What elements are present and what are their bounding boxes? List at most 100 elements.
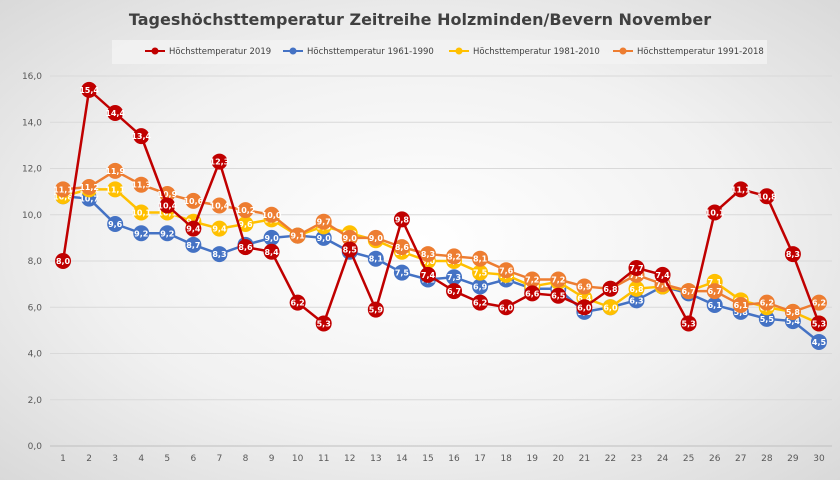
data-point xyxy=(680,315,697,332)
data-label: 6,8 xyxy=(629,285,644,294)
data-label: 8,3 xyxy=(786,250,800,259)
data-point xyxy=(393,239,410,256)
data-point xyxy=(185,192,202,209)
data-point xyxy=(81,81,98,98)
data-point xyxy=(341,229,358,246)
data-point xyxy=(810,294,827,311)
data-point xyxy=(550,287,567,304)
data-label: 8,1 xyxy=(473,255,488,264)
data-point xyxy=(758,310,775,327)
data-label: 7,5 xyxy=(473,269,488,278)
data-label: 11,3 xyxy=(131,181,151,190)
x-tick-label: 26 xyxy=(709,454,721,464)
data-label: 6,2 xyxy=(291,299,305,308)
data-point xyxy=(237,202,254,219)
data-label: 7,6 xyxy=(499,266,514,275)
data-point xyxy=(602,280,619,297)
data-label: 5,4 xyxy=(786,317,801,326)
data-point xyxy=(107,181,124,198)
data-label: 11,9 xyxy=(105,167,125,176)
data-label: 10,9 xyxy=(157,190,177,199)
series-layer: 10,810,79,69,29,28,78,38,79,09,19,08,48,… xyxy=(53,81,827,350)
data-point xyxy=(55,181,72,198)
data-label: 11,1 xyxy=(105,185,125,194)
data-label: 6,2 xyxy=(760,299,774,308)
series: 11,1 11,2 11,9 11,3 10,9 10,6 10,4 10,2 10,0 9,1 9… xyxy=(53,162,827,320)
x-tick-label: 22 xyxy=(605,454,616,464)
y-tick-label: 14,0 xyxy=(22,118,42,128)
data-label: 7,2 xyxy=(551,276,565,285)
data-label: 9,2 xyxy=(160,229,174,238)
data-label: 6,5 xyxy=(551,292,566,301)
data-label: 8,2 xyxy=(447,252,461,261)
legend: Höchsttemperatur 2019 Höchsttemperatur 19… xyxy=(112,40,767,64)
data-label: 7,2 xyxy=(525,276,539,285)
legend-label: Höchsttemperatur 2019 xyxy=(169,47,271,57)
data-label: 9,4 xyxy=(186,225,201,234)
data-point xyxy=(133,225,150,242)
data-label: 8,0 xyxy=(56,257,71,266)
x-tick-label: 17 xyxy=(474,454,485,464)
data-label: 9,8 xyxy=(395,215,410,224)
data-label: 9,6 xyxy=(238,220,253,229)
x-tick-label: 10 xyxy=(292,454,304,464)
x-axis-ticks: 1 2 3 4 5 6 7 8 9 10 11 12 13 14 15 16 17 18 19 20 21 22 23 24 2… xyxy=(60,454,825,464)
data-label: 6,7 xyxy=(447,287,461,296)
data-point xyxy=(289,294,306,311)
data-label: 15,4 xyxy=(79,86,99,95)
data-point xyxy=(732,181,749,198)
data-point xyxy=(472,264,489,281)
x-tick-label: 30 xyxy=(813,454,825,464)
data-label: 8,3 xyxy=(212,250,226,259)
x-tick-label: 23 xyxy=(631,454,642,464)
data-point xyxy=(185,236,202,253)
data-point xyxy=(576,278,593,295)
data-point xyxy=(654,266,671,283)
data-point xyxy=(367,250,384,267)
data-label: 8,1 xyxy=(369,255,384,264)
data-point xyxy=(706,204,723,221)
x-tick-label: 6 xyxy=(190,454,196,464)
data-point xyxy=(446,269,463,286)
data-label: 4,5 xyxy=(812,338,827,347)
data-label: 5,8 xyxy=(786,308,801,317)
data-point xyxy=(185,220,202,237)
y-tick-label: 6,0 xyxy=(28,303,43,313)
data-label: 10,8 xyxy=(757,192,777,201)
data-point xyxy=(810,315,827,332)
data-label: 11,2 xyxy=(79,183,99,192)
x-tick-label: 25 xyxy=(683,454,694,464)
data-point xyxy=(758,294,775,311)
data-label: 5,5 xyxy=(760,315,775,324)
y-tick-label: 2,0 xyxy=(28,396,43,406)
data-point xyxy=(107,105,124,121)
data-point xyxy=(784,303,801,320)
x-tick-label: 29 xyxy=(787,454,799,464)
data-point xyxy=(810,333,827,350)
data-point xyxy=(706,296,723,313)
data-label: 7,4 xyxy=(655,271,670,280)
data-point xyxy=(367,301,384,318)
data-label: 11,1 xyxy=(53,185,73,194)
x-tick-label: 14 xyxy=(396,454,408,464)
x-tick-label: 8 xyxy=(243,454,249,464)
data-point xyxy=(498,299,515,316)
data-point xyxy=(784,246,801,263)
x-tick-label: 4 xyxy=(138,454,144,464)
data-label: 6,0 xyxy=(577,303,592,312)
data-point xyxy=(367,229,384,246)
data-label: 9,0 xyxy=(264,234,279,243)
data-point xyxy=(602,299,619,316)
y-tick-label: 8,0 xyxy=(28,257,43,267)
data-point xyxy=(498,262,515,279)
data-label: 10,1 xyxy=(131,208,151,217)
series: 8,0 15,4 14,4 13,4 10,4 9,4 12,3 8,6 8,4 6,2 5,3 8,… xyxy=(55,81,827,332)
data-point xyxy=(472,278,489,295)
data-label: 6,4 xyxy=(577,294,592,303)
data-point xyxy=(211,246,228,263)
data-label: 5,3 xyxy=(812,319,826,328)
data-point xyxy=(393,264,410,281)
data-label: 10,0 xyxy=(262,211,282,220)
